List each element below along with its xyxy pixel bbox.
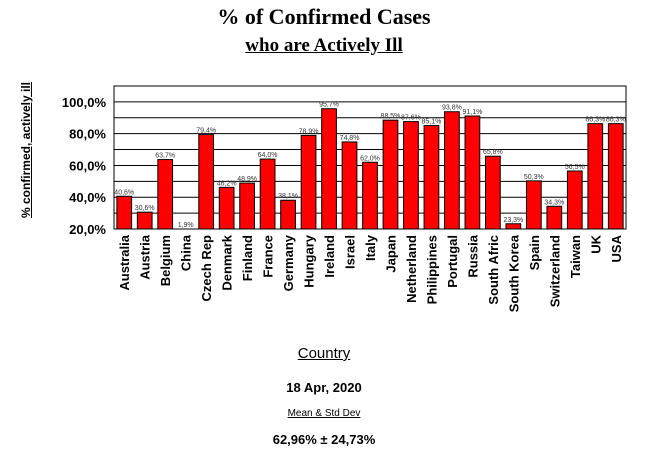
x-tick-label: USA [609, 234, 624, 262]
bar [444, 111, 460, 230]
x-tick-label: Hungary [302, 234, 317, 288]
x-tick-label: Switzerland [547, 235, 562, 307]
x-tick-label: Japan [383, 235, 398, 273]
bar [116, 195, 133, 230]
x-tick-label: Belgium [158, 235, 173, 286]
data-label: 30,6% [135, 205, 155, 212]
data-label: 64,0% [258, 152, 278, 159]
bar [239, 182, 255, 230]
x-tick-label: Italy [363, 234, 378, 261]
stat-value: 62,96% ± 24,73% [272, 432, 376, 447]
data-label: 74,8% [340, 135, 360, 142]
bar [198, 134, 215, 230]
bar [505, 223, 522, 230]
y-tick-label: 100,0% [62, 95, 107, 110]
x-tick-label: UK [588, 234, 603, 253]
x-tick-label: South Afric [486, 235, 501, 305]
data-label: 91,1% [462, 109, 482, 116]
x-tick-label: Finland [240, 235, 255, 281]
bar [607, 123, 624, 230]
x-tick-label: Germany [281, 234, 296, 291]
bar [321, 108, 337, 230]
bar [382, 119, 399, 230]
y-tick-label: 20,0% [69, 222, 106, 237]
data-label: 46,2% [217, 180, 237, 187]
chart-title: % of Confirmed Cases [217, 4, 431, 29]
bar [485, 155, 501, 230]
x-tick-label: Portugal [445, 235, 460, 288]
data-label: 48,9% [237, 176, 257, 183]
x-tick-label: South Korea [506, 234, 521, 312]
bar [566, 170, 583, 230]
chart-date: 18 Apr, 2020 [286, 380, 362, 395]
x-tick-label: Ireland [322, 235, 337, 278]
x-tick-label: Philippines [424, 235, 439, 304]
data-label: 56,5% [565, 164, 585, 171]
bar [587, 123, 604, 230]
data-label: 79,4% [196, 128, 216, 135]
x-tick-label: Netherland [404, 235, 419, 303]
data-label: 62,0% [360, 155, 380, 162]
data-label: 88,5% [381, 113, 401, 120]
bar [157, 159, 174, 230]
x-tick-label: France [261, 235, 276, 278]
data-label: 63,7% [155, 153, 175, 160]
bar [280, 199, 296, 230]
data-label: 93,8% [442, 105, 462, 112]
data-label: 40,6% [114, 189, 134, 196]
data-label: 34,3% [544, 199, 564, 206]
y-tick-label: 60,0% [69, 158, 106, 173]
data-label: 38,1% [278, 193, 298, 200]
y-tick-label: 40,0% [69, 190, 106, 205]
x-tick-label: Denmark [220, 234, 235, 290]
bar [341, 141, 358, 230]
x-tick-label: Austria [138, 234, 153, 280]
bar [423, 125, 440, 230]
bar [300, 134, 317, 230]
data-label: 78,9% [299, 128, 319, 135]
bar [218, 186, 235, 230]
bar [403, 121, 419, 230]
x-tick-label: Russia [465, 234, 480, 277]
y-tick-label: 80,0% [69, 127, 106, 142]
data-label: 86,3% [585, 117, 605, 124]
x-tick-label: China [179, 234, 194, 271]
x-axis-title: Country [297, 345, 351, 362]
x-tick-label: Israel [343, 235, 358, 269]
data-label: 95,7% [319, 102, 339, 109]
data-label: 23,3% [503, 217, 523, 224]
data-label: 86,3% [606, 117, 626, 124]
bar [546, 205, 563, 230]
data-label: 65,8% [483, 149, 503, 156]
chart-subtitle: who are Actively Ill [245, 35, 403, 56]
data-label: 85,1% [422, 119, 442, 126]
data-label: 87,6% [401, 115, 421, 122]
stat-label: Mean & Std Dev [287, 408, 361, 419]
bar [464, 115, 481, 230]
bar [259, 158, 276, 230]
data-label: 1,9% [178, 222, 194, 229]
bar [525, 180, 542, 230]
x-tick-label: Spain [527, 235, 542, 270]
x-tick-label: Czech Rep [199, 235, 214, 302]
bar [362, 161, 378, 230]
x-tick-label: Taiwan [568, 235, 583, 278]
x-tick-label: Australia [117, 234, 132, 290]
data-label: 50,3% [524, 174, 544, 181]
bar [136, 211, 153, 230]
